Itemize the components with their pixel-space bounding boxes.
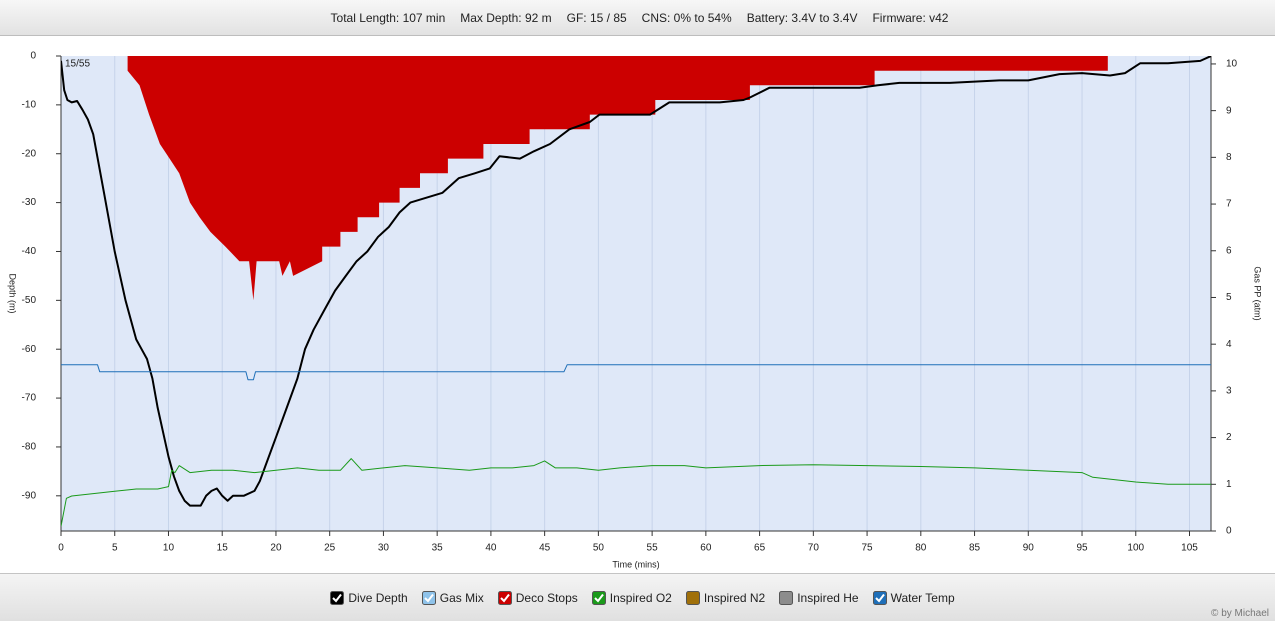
area (127, 56, 1108, 301)
x-tick-label: 25 (324, 543, 336, 554)
checkbox-box (685, 591, 700, 605)
legend-label: Inspired N2 (703, 591, 766, 605)
y2-tick-label: 4 (1226, 339, 1232, 350)
checkbox-box (872, 591, 887, 605)
y2-tick-label: 9 (1226, 105, 1232, 116)
header-item: Max Depth: 92 m (460, 10, 552, 25)
legend-item[interactable]: Inspired O2 (591, 591, 672, 605)
x-tick-label: 80 (915, 543, 927, 554)
header-item: Total Length: 107 min (330, 10, 446, 25)
legend-checkbox[interactable] (497, 591, 512, 605)
checkbox-box (497, 591, 512, 605)
y2-tick-label: 2 (1226, 432, 1232, 443)
credit: © by Michael (1211, 608, 1269, 619)
legend-checkbox[interactable] (685, 591, 700, 605)
legend-checkbox[interactable] (779, 591, 794, 605)
x-tick-label: 15 (217, 543, 229, 554)
legend-label: Gas Mix (439, 591, 484, 605)
header-item: GF: 15 / 85 (566, 10, 627, 25)
footer-bar: Dive Depth Gas Mix Deco Stops Inspired O2 In… (0, 573, 1275, 621)
x-tick-label: 75 (862, 543, 874, 554)
y-tick-label: -30 (22, 197, 37, 208)
x-tick-label: 105 (1181, 543, 1198, 554)
x-tick-label: 40 (485, 543, 497, 554)
x-tick-label: 20 (270, 543, 282, 554)
annotation: 15/55 (65, 59, 90, 70)
legend-label: Inspired He (797, 591, 859, 605)
legend-label: Dive Depth (348, 591, 408, 605)
checkmark (594, 593, 604, 603)
legend-checkbox[interactable] (591, 591, 606, 605)
y-tick-label: -60 (22, 344, 37, 355)
legend-label: Water Temp (890, 591, 955, 605)
checkbox-box (779, 591, 794, 605)
x-axis-label: Time (mins) (612, 559, 659, 569)
y2-tick-label: 0 (1226, 526, 1232, 537)
header-bar: Total Length: 107 min Max Depth: 92 m GF: … (0, 0, 1275, 36)
legend: Dive Depth Gas Mix Deco Stops Inspired O2 In… (0, 574, 1275, 621)
chart: 0 5 10 15 20 25 30 35 40 45 50 55 60 65 70 75 80 85 90 95 10… (8, 51, 1263, 570)
y2-tick-label: 5 (1226, 292, 1232, 303)
x-tick-label: 55 (647, 543, 659, 554)
y-tick-label: -20 (22, 148, 37, 159)
y-tick-label: -40 (22, 246, 37, 257)
legend-label: Inspired O2 (609, 591, 672, 605)
checkbox-box (421, 591, 436, 605)
y-tick-label: -70 (22, 393, 37, 404)
x-tick-label: 65 (754, 543, 766, 554)
x-tick-label: 100 (1127, 543, 1144, 554)
y-tick-label: -80 (22, 442, 37, 453)
checkmark (500, 593, 510, 603)
header-item: Firmware: v42 (872, 10, 949, 25)
x-tick-label: 10 (163, 543, 175, 554)
y2-tick-label: 6 (1226, 245, 1232, 256)
y2-tick-label: 8 (1226, 152, 1232, 163)
x-tick-label: 35 (432, 543, 444, 554)
x-tick-label: 90 (1023, 543, 1035, 554)
checkmark (332, 593, 343, 603)
x-tick-label: 70 (808, 543, 820, 554)
line (61, 458, 1211, 527)
legend-item[interactable]: Water Temp (872, 591, 955, 605)
y2-tick-label: 10 (1226, 59, 1238, 70)
x-tick-label: 60 (700, 543, 712, 554)
y-tick-label: 0 (30, 51, 36, 62)
x-tick-label: 0 (58, 543, 64, 554)
y2-tick-label: 7 (1226, 199, 1232, 210)
y2-tick-label: 1 (1226, 479, 1232, 490)
y-tick-label: -90 (22, 490, 37, 501)
checkmark (424, 593, 434, 603)
y-axis-label: Depth (m) (8, 273, 18, 313)
legend-item[interactable]: Dive Depth (330, 591, 408, 605)
legend-item[interactable]: Deco Stops (497, 591, 578, 605)
x-tick-label: 85 (969, 543, 981, 554)
x-tick-label: 50 (593, 543, 605, 554)
header-item: CNS: 0% to 54% (641, 10, 732, 25)
legend-item[interactable]: Inspired N2 (685, 591, 766, 605)
legend-label: Deco Stops (515, 591, 578, 605)
x-tick-label: 45 (539, 543, 551, 554)
legend-item[interactable]: Gas Mix (421, 591, 484, 605)
line (61, 364, 1211, 381)
y-tick-label: -10 (22, 100, 37, 111)
header-item: Battery: 3.4V to 3.4V (746, 10, 858, 25)
y-tick-label: -50 (22, 295, 37, 306)
legend-checkbox[interactable] (330, 591, 345, 605)
legend-item[interactable]: Inspired He (779, 591, 859, 605)
checkmark (874, 593, 885, 603)
y2-tick-label: 3 (1226, 386, 1232, 397)
checkbox-box (330, 591, 345, 605)
y2-axis-label: Gas PP (atm) (1253, 266, 1263, 320)
legend-checkbox[interactable] (872, 591, 887, 605)
checkbox-box (591, 591, 606, 605)
x-tick-label: 5 (112, 543, 118, 554)
x-tick-label: 30 (378, 543, 390, 554)
legend-checkbox[interactable] (421, 591, 436, 605)
x-tick-label: 95 (1076, 543, 1088, 554)
